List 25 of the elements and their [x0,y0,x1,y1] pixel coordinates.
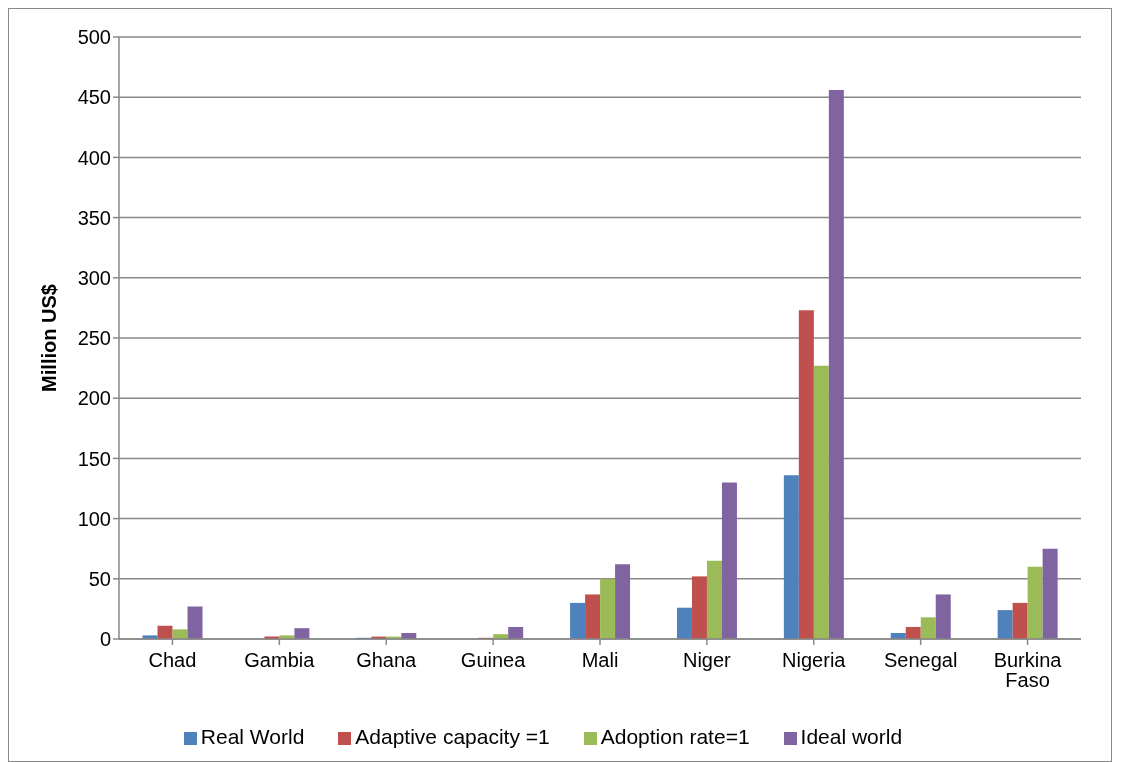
x-tick-label: Nigeria [782,649,847,672]
y-tick-label: 400 [77,146,111,169]
x-tick-label: Guinea [460,649,527,672]
x-tick-label: Burkina Faso [993,649,1063,692]
legend-label: Adoption rate=1 [600,725,750,748]
y-tick-label: 350 [77,206,111,229]
legend-label: Real World [200,725,305,748]
y-tick-label: 0 [99,628,111,651]
legend-label: Adaptive capacity =1 [355,725,550,748]
x-tick-label: Mali [581,649,619,672]
y-tick-label: 300 [77,266,111,289]
y-tick-label: 450 [77,86,111,109]
y-tick-label: 500 [77,26,111,49]
legend-label: Ideal world [800,725,903,748]
x-tick-label: Senegal [883,649,958,672]
x-tick-label: Niger [682,649,732,672]
y-tick-label: 100 [77,507,111,530]
y-tick-label: 250 [77,327,111,350]
y-tick-label: 50 [88,567,111,590]
x-tick-label: Gambia [244,649,316,672]
y-tick-label: 200 [77,387,111,410]
x-tick-label: Ghana [356,649,418,672]
x-tick-label: Chad [148,649,197,672]
y-axis-title: Million US$ [38,284,61,392]
y-tick-label: 150 [77,447,111,470]
